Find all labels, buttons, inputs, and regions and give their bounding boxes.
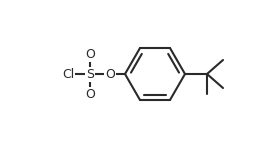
Text: Cl: Cl xyxy=(62,67,74,81)
Text: S: S xyxy=(86,67,94,81)
Text: O: O xyxy=(85,48,95,61)
Text: O: O xyxy=(85,87,95,100)
Text: O: O xyxy=(105,67,115,81)
